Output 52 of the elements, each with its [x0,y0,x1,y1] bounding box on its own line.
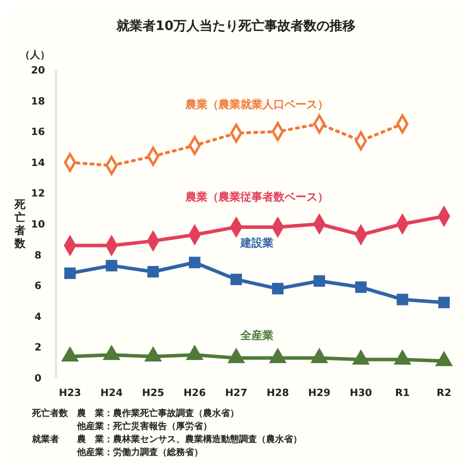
y-tick-label: 10 [31,220,45,230]
point [394,350,411,365]
point [62,346,78,362]
y-tick-label: 20 [31,66,45,76]
x-tick-label: R1 [395,388,410,399]
y-tick-label: 4 [34,312,42,323]
x-tick-label: H28 [266,388,289,399]
point [269,348,286,364]
point [272,282,284,294]
series-label: 農業（農業就業人口ベース） [184,98,328,111]
y-axis-title: 死亡者数 [14,198,26,250]
point [228,348,245,364]
point [314,275,326,287]
y-tick-label: 8 [34,250,42,262]
y-tick-label: 12 [31,188,45,200]
point [230,274,242,286]
text: 他産業：死亡災害報告（厚労省） [32,421,212,432]
point [352,350,370,365]
y-tick-label: 2 [34,342,42,354]
point [436,351,452,366]
point [147,266,159,278]
x-tick-label: H27 [225,388,248,399]
y-tick-label: 14 [31,158,45,169]
text: 他産業：労働力調査（総務省） [32,447,203,458]
point [188,256,200,268]
y-tick-label: 6 [34,281,42,292]
point [106,260,118,272]
chart-title: 就業者10万人当たり死亡事故者数の推移 [115,18,356,34]
y-tick-label: 18 [31,96,45,108]
x-tick-label: R2 [436,388,452,399]
x-tick-label: H23 [58,388,82,399]
point [144,346,162,362]
x-tick-label: H26 [184,388,206,399]
text: 就業者 農 業：農林業センサス、農業構造動態調査（農水省） [31,434,302,445]
y-tick-label: 0 [34,374,42,384]
x-tick-label: H24 [100,388,123,399]
point [438,296,450,308]
y-tick-label: 16 [31,127,45,138]
text: 死亡者数 農 業：農作業死亡事故調査（農水省） [31,408,239,419]
point [103,345,120,360]
point [310,348,328,364]
series-label: 全産業 [240,328,274,342]
point [396,294,408,306]
series-label: 農業（農業従事者数ベース） [184,190,328,204]
point [355,281,367,293]
x-tick-label: H30 [350,388,372,399]
text: （人） [20,49,50,61]
x-tick-label: H29 [308,388,331,399]
point [186,345,204,360]
x-tick-label: H25 [142,388,164,399]
text: 建設業 [240,236,274,250]
point [64,268,76,280]
